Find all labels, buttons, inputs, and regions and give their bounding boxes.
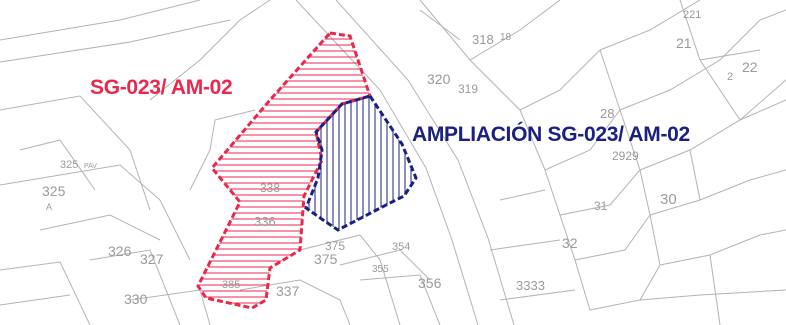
parcel-number: 326 (108, 243, 132, 259)
parcel-number: 22 (742, 59, 758, 75)
parcel-number: 338 (260, 181, 280, 195)
parcel-number: 31 (594, 199, 608, 213)
sector-extension-label: AMPLIACIÓN SG-023/ AM-02 (412, 123, 690, 146)
parcel-number: 2 (727, 71, 733, 83)
parcel-number: 3333 (516, 278, 545, 293)
parcel-number: 221 (683, 9, 701, 21)
parcel-number: 21 (676, 35, 692, 51)
sector-extension-polygon[interactable] (304, 94, 418, 232)
parcel-number: 2929 (612, 149, 639, 163)
parcel-number: 319 (458, 82, 478, 96)
parcel-number: 385 (222, 279, 240, 291)
parcel-number: 336 (254, 214, 276, 229)
parcel-number: A (46, 202, 52, 212)
sector-main-label: SG-023/ AM-02 (90, 76, 233, 99)
parcel-number: 354 (392, 241, 410, 253)
parcel-number: 325 (42, 183, 66, 199)
parcel-number: 30 (660, 191, 677, 208)
parcel-number: 327 (140, 251, 164, 267)
parcel-numbers: 318 18 221 21 22 2 320 319 28 2929 325 P… (42, 9, 758, 307)
parcel-number: 18 (500, 32, 512, 43)
parcel-number: 330 (124, 291, 148, 307)
parcel-number: 356 (418, 275, 442, 291)
parcel-number: 320 (427, 71, 451, 87)
parcel-number: 318 (472, 32, 494, 47)
parcel-number: 32 (562, 235, 578, 251)
parcel-number: 28 (600, 106, 614, 121)
parcel-number: 375 (314, 251, 338, 267)
parcel-number: 355 (372, 264, 389, 275)
parcel-number: 337 (276, 283, 300, 299)
parcel-number: PAV (84, 163, 97, 170)
parcel-number: 325 (60, 159, 78, 171)
parcel-number: 375 (325, 239, 345, 253)
